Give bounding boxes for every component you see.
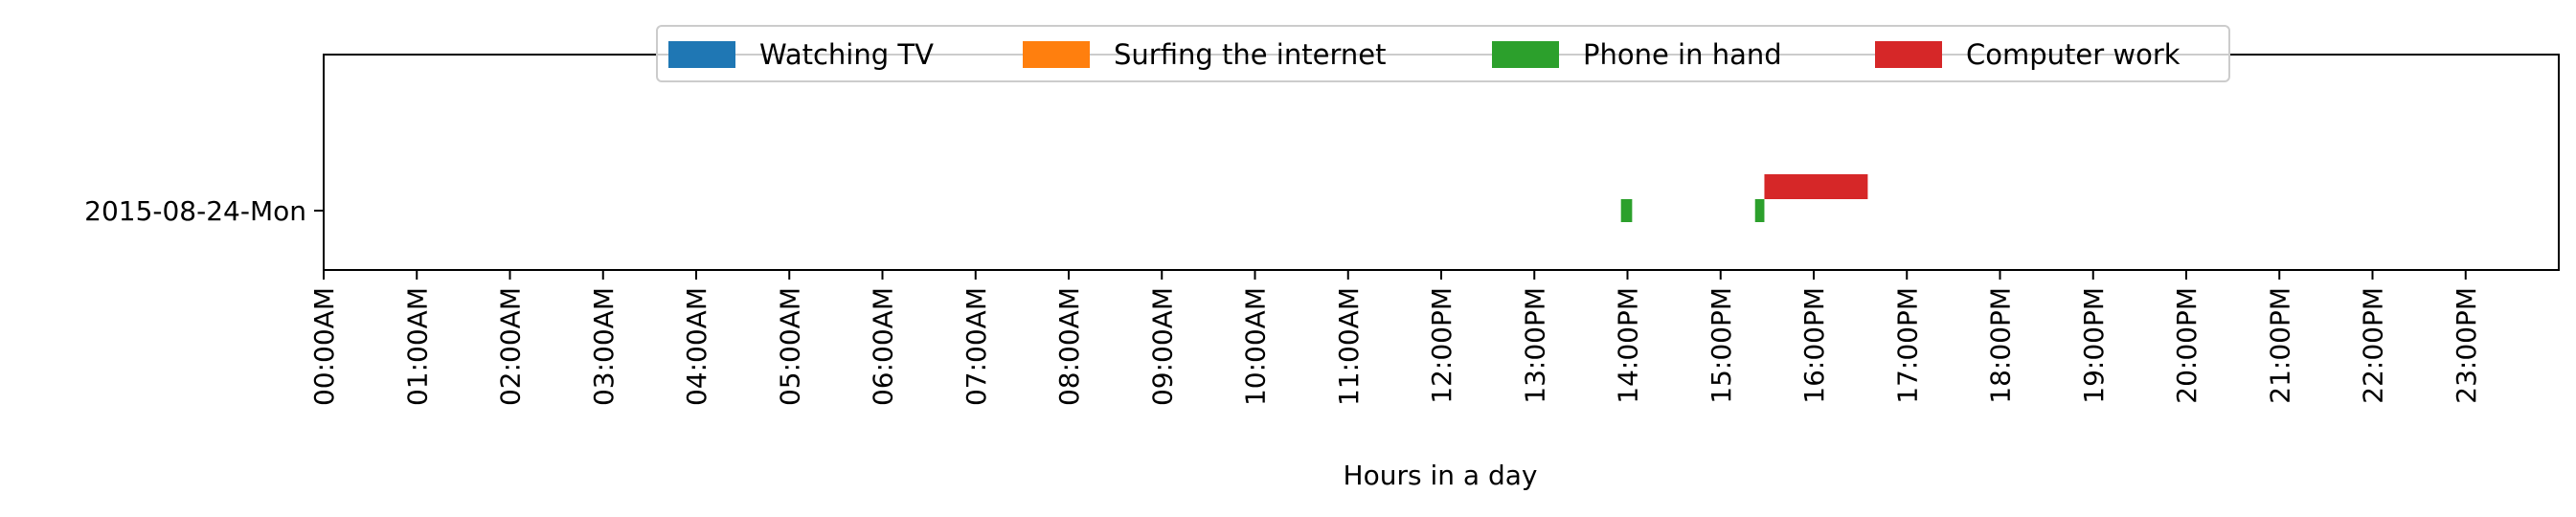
- legend: Watching TV Surfing the internet Phone in …: [656, 25, 2230, 82]
- legend-swatch-surfing-the-internet: [1023, 41, 1090, 68]
- x-tick-label: 18:00PM: [1985, 287, 2017, 404]
- x-tick-label: 07:00AM: [960, 287, 992, 406]
- x-tick-label: 12:00PM: [1426, 287, 1457, 404]
- segments-layer: [1620, 174, 1868, 222]
- x-tick-label: 17:00PM: [1891, 287, 1923, 404]
- x-tick-label: 16:00PM: [1798, 287, 1830, 404]
- legend-label-surfing-the-internet: Surfing the internet: [1114, 38, 1386, 71]
- x-tick-label: 09:00AM: [1146, 287, 1178, 406]
- x-tick-label: 22:00PM: [2358, 287, 2389, 404]
- x-tick-label: 00:00AM: [308, 287, 340, 406]
- segment-computer-work-2: [1764, 174, 1868, 199]
- x-tick-label: 02:00AM: [495, 287, 527, 406]
- x-tick-label: 21:00PM: [2264, 287, 2295, 404]
- legend-swatch-phone-in-hand: [1492, 41, 1559, 68]
- x-axis-label: Hours in a day: [1344, 460, 1538, 491]
- legend-label-computer-work: Computer work: [1966, 38, 2181, 71]
- x-tick-label: 05:00AM: [774, 287, 805, 406]
- x-tick-label: 13:00PM: [1519, 287, 1550, 404]
- x-axis-ticks: 00:00AM 01:00AM 02:00AM 03:00AM 04:00AM 05:00…: [308, 270, 2482, 406]
- y-tick-label: 2015-08-24-Mon: [84, 195, 306, 227]
- y-axis-ticks: 2015-08-24-Mon: [84, 195, 324, 227]
- segment-phone-in-hand-0: [1620, 199, 1633, 222]
- legend-label-watching-tv: Watching TV: [759, 38, 934, 71]
- legend-swatch-computer-work: [1875, 41, 1942, 68]
- x-tick-label: 04:00AM: [681, 287, 712, 406]
- x-tick-label: 03:00AM: [588, 287, 620, 406]
- x-tick-label: 06:00AM: [868, 287, 899, 406]
- legend-label-phone-in-hand: Phone in hand: [1583, 38, 1782, 71]
- x-tick-label: 19:00PM: [2078, 287, 2110, 404]
- x-tick-label: 10:00AM: [1240, 287, 1272, 406]
- x-tick-label: 08:00AM: [1053, 287, 1085, 406]
- x-tick-label: 14:00PM: [1613, 287, 1644, 404]
- x-tick-label: 11:00AM: [1333, 287, 1365, 406]
- x-tick-label: 15:00PM: [1706, 287, 1737, 404]
- x-tick-label: 23:00PM: [2451, 287, 2482, 404]
- segment-phone-in-hand-1: [1754, 199, 1765, 222]
- x-tick-label: 01:00AM: [401, 287, 433, 406]
- legend-swatch-watching-tv: [668, 41, 735, 68]
- x-tick-label: 20:00PM: [2171, 287, 2203, 404]
